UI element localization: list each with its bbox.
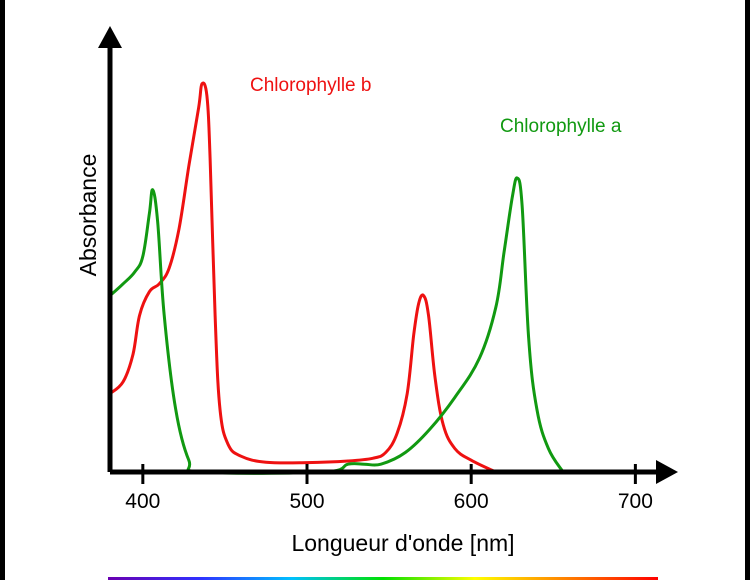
series-line-chlorophylle-a <box>109 176 565 475</box>
series-label-chlorophylle-b: Chlorophylle b <box>250 75 371 96</box>
spectrum-bar <box>108 577 658 580</box>
x-axis-arrow <box>656 460 678 484</box>
series-label-chlorophylle-a: Chlorophylle a <box>500 116 622 137</box>
x-tick-label-700: 700 <box>618 490 653 513</box>
y-axis-label: Absorbance <box>75 154 101 277</box>
y-axis-arrow <box>98 26 122 48</box>
series-line-chlorophylle-b <box>109 81 497 474</box>
x-tick-label-500: 500 <box>289 490 324 513</box>
x-axis-label: Longueur d'onde [nm] <box>291 530 514 556</box>
series-layer <box>109 81 565 475</box>
x-ticks: 400 500 600 700 <box>125 464 653 513</box>
x-tick-label-400: 400 <box>125 490 160 513</box>
x-tick-label-600: 600 <box>454 490 489 513</box>
